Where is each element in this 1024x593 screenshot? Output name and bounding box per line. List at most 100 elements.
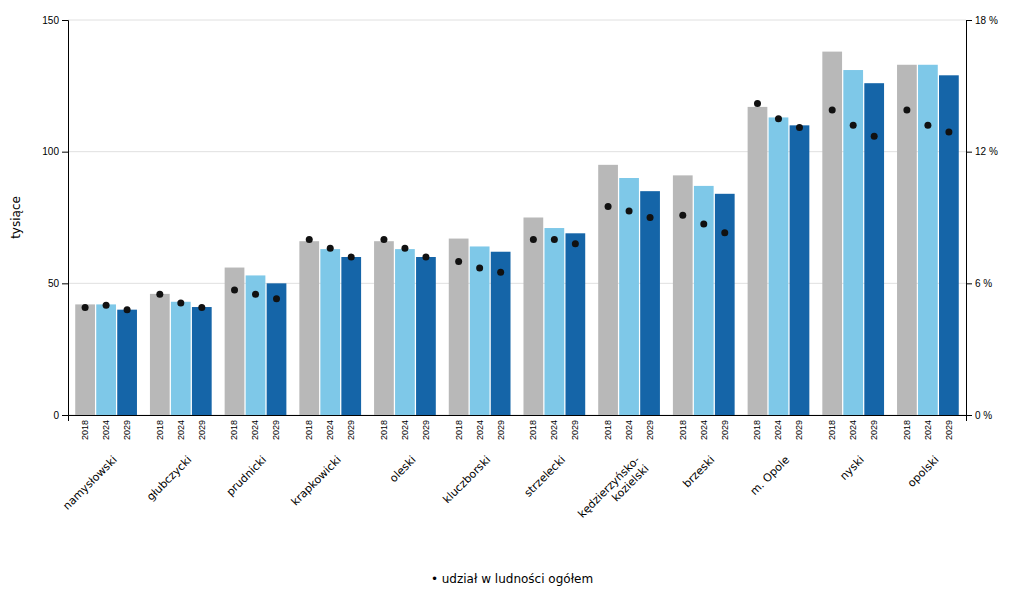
x-year-label: 2029 [496,420,506,440]
x-year-label: 2018 [454,420,464,440]
y2-tick-label: 6 % [975,278,992,289]
y-axis-line [62,21,69,416]
dot [422,254,429,261]
x-year-tick: 2024 [773,420,783,440]
dot [273,295,280,302]
x-year-tick: 2018 [80,420,90,440]
dot [497,269,504,276]
y-tick: 50 [48,278,68,289]
bar [192,307,212,415]
dot [679,212,686,219]
x-category-label: m. Opole [748,453,793,498]
dot [231,286,238,293]
x-category-label: prudnicki [224,453,269,498]
x-year-tick: 2024 [176,420,186,440]
dot [796,124,803,131]
dot [871,133,878,140]
dot [476,264,483,271]
y2-tick: 0 % [966,410,992,421]
x-year-tick: 2029 [346,420,356,440]
x-year-label: 2018 [603,420,613,440]
bar [640,191,660,415]
bar [939,75,959,415]
y2-axis: 0 % 6 % 12 % 18 % [966,15,998,421]
x-year-label: 2018 [528,420,538,440]
grid [68,20,966,415]
bar [449,239,469,415]
bar [619,178,639,415]
x-category-label: głubczycki [144,453,194,503]
bar [897,65,917,415]
x-year-label: 2024 [325,420,335,440]
x-category-labels: namysłowskigłubczyckiprudnickikrapkowick… [60,453,941,529]
x-year-tick: 2018 [902,420,912,440]
bar [96,304,116,415]
y-axis-title: tysiące [9,196,23,239]
dot [721,229,728,236]
y2-tick: 6 % [966,278,992,289]
dot [306,236,313,243]
dot [903,106,910,113]
dot [380,236,387,243]
y-tick-label: 100 [42,146,59,157]
x-year-tick: 2029 [869,420,879,440]
x-year-label: 2029 [944,420,954,440]
bar [715,194,735,415]
x-year-label: 2024 [475,420,485,440]
dot [572,240,579,247]
x-sub-axis: 201820242029 [603,420,655,440]
dot [156,291,163,298]
x-year-label: 2029 [271,420,281,440]
x-year-tick: 2029 [197,420,207,440]
x-year-tick: 2029 [421,420,431,440]
x-year-tick: 2029 [122,420,132,440]
x-year-label: 2018 [379,420,389,440]
dot [327,245,334,252]
x-year-tick: 2029 [794,420,804,440]
x-year-tick: 2018 [454,420,464,440]
x-year-tick: 2024 [848,420,858,440]
y-tick-mark [62,283,68,284]
x-year-label: 2029 [869,420,879,440]
bar [918,65,938,415]
y-tick: 100 [42,146,68,157]
bar [374,241,394,415]
dot [348,254,355,261]
y2-tick: 18 % [966,15,998,26]
y-tick-mark [62,20,68,21]
x-year-tick: 2018 [229,420,239,440]
x-year-tick: 2018 [678,420,688,440]
dot [252,291,259,298]
y2-tick-label: 12 % [975,146,998,157]
x-year-label: 2024 [549,420,559,440]
x-year-tick: 2018 [528,420,538,440]
plot: 0501001500 %6 %12 %18 %tysiące2018202420… [9,15,998,530]
dot [626,207,633,214]
bar [864,83,884,415]
x-category-label: strzelecki [522,453,568,499]
bar [694,186,714,415]
dot [754,100,761,107]
dot [455,258,462,265]
x-year-label: 2029 [197,420,207,440]
y-tick: 0 [53,410,68,421]
dot [198,304,205,311]
y2-tick-mark [966,20,972,21]
x-year-tick: 2029 [570,420,580,440]
bar [673,175,693,415]
y-tick-label: 50 [48,278,60,289]
dot [551,236,558,243]
x-year-label: 2024 [848,420,858,440]
x-sub-axis: 2018 2024 2029 [454,420,506,440]
x-year-label: 2029 [122,420,132,440]
y-axis: 050100150 [42,15,68,421]
x-year-label: 2029 [720,420,730,440]
x-year-label: 2018 [304,420,314,440]
bar [523,218,543,416]
x-sub-axis: 201820242029 [902,420,954,440]
x-year-label: 2024 [101,420,111,440]
bar [150,294,170,415]
x-category-label: opolski [905,453,942,490]
y-tick-mark [62,415,68,416]
x-year-label: 2018 [752,420,762,440]
